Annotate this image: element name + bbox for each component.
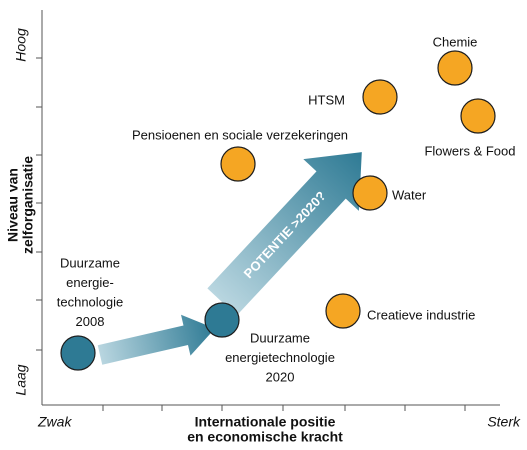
node-circle xyxy=(220,146,256,182)
node-label: Water xyxy=(392,187,427,202)
node-circle xyxy=(352,175,388,211)
x-title: Internationale positie xyxy=(195,414,336,430)
x-high: Sterk xyxy=(487,414,521,430)
node-label: 2008 xyxy=(76,314,105,329)
node-label: HTSM xyxy=(308,92,345,107)
node-label: Flowers & Food xyxy=(424,143,515,158)
y-title: Niveau van xyxy=(5,168,21,242)
node-label: Chemie xyxy=(433,34,478,49)
x-title: en economische kracht xyxy=(187,429,343,445)
node-label: Duurzame xyxy=(60,255,120,270)
y-title: zelforganisatie xyxy=(20,156,36,254)
node-circle xyxy=(204,302,240,338)
node-label: energietechnologie xyxy=(225,350,335,365)
node-label: 2020 xyxy=(266,369,295,384)
nodes: Chemie HTSM Flowers & Food Pensioenen en so… xyxy=(57,34,516,384)
node-circle xyxy=(437,50,473,86)
node-label: Duurzame xyxy=(250,330,310,345)
ticks xyxy=(36,57,466,411)
y-low: Laag xyxy=(13,364,29,395)
node-label: technologie xyxy=(57,294,124,309)
arrow-label: POTENTIE >2020? xyxy=(241,188,329,281)
node-circle xyxy=(325,293,361,329)
node-circle xyxy=(362,79,398,115)
node-label: Pensioenen en sociale verzekeringen xyxy=(132,127,348,142)
node-label: Creatieve industrie xyxy=(367,307,475,322)
node-label: energie- xyxy=(66,275,114,290)
y-high: Hoog xyxy=(13,28,29,62)
node-circle xyxy=(460,98,496,134)
x-low: Zwak xyxy=(37,414,72,430)
node-circle xyxy=(60,335,96,371)
arrow-small xyxy=(97,314,215,365)
